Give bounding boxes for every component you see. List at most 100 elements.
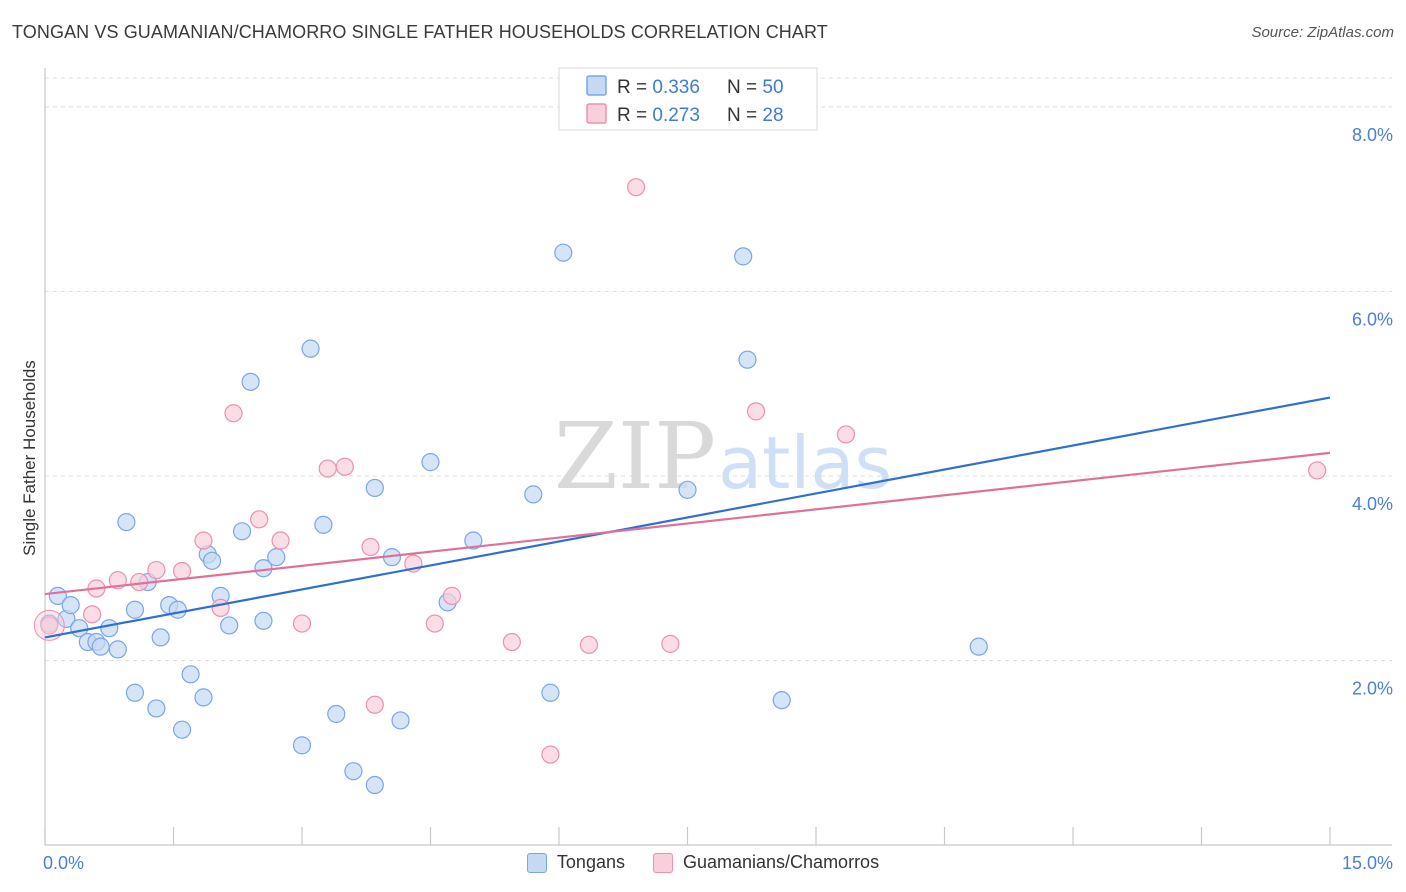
guam-point [271, 531, 290, 550]
tongan-point [181, 665, 200, 684]
tongan-point [202, 551, 222, 570]
guam-point [425, 614, 444, 633]
tongan-point [232, 522, 252, 541]
series-legend: Tongans Guamanians/Chamorros [0, 852, 1406, 873]
origin-cluster-point [33, 609, 65, 641]
tongan-point [125, 683, 145, 702]
tongan-point [734, 247, 753, 266]
y-tick-label: 2.0% [1352, 678, 1393, 698]
guam-point [502, 632, 521, 652]
tongan-point [327, 704, 346, 724]
stats-legend: R = 0.336 N = 50 R = 0.273 N = 28 [558, 67, 818, 131]
tongan-point [314, 515, 333, 534]
guam-point [318, 459, 337, 478]
watermark: ZIP atlas [554, 403, 892, 510]
tongan-point [969, 637, 988, 656]
guam-point [172, 561, 192, 581]
tongan-point [100, 619, 119, 638]
x-tick-label-min: 0.0% [43, 853, 84, 873]
legend-n-value-2: 28 [762, 105, 783, 126]
tongan-point [91, 637, 110, 656]
svg-text:N = 50: N = 50 [727, 77, 784, 98]
tick-labels: 2.0% 4.0% 6.0% 8.0% 0.0% 15.0% [43, 125, 1393, 873]
tongan-point [108, 640, 127, 659]
trend-lines [44, 396, 1331, 639]
legend-swatch-guam [586, 103, 607, 124]
guam-point [250, 510, 269, 529]
legend-r-label-1: R = [617, 77, 652, 98]
tongan-point [147, 699, 166, 718]
x-tick-label-max: 15.0% [1342, 853, 1393, 873]
legend-n-label-1: N = [727, 77, 762, 98]
grid-lines [45, 77, 1392, 661]
guamanians-label: Guamanians/Chamorros [682, 852, 880, 872]
watermark-atlas: atlas [718, 421, 892, 505]
tongan-point [344, 762, 363, 781]
guam-point [361, 537, 380, 557]
legend-r-value-2: 0.273 [652, 105, 700, 126]
tongan-point [421, 453, 440, 472]
y-tick-label: 6.0% [1352, 309, 1393, 329]
tongan-point [254, 611, 273, 630]
guam-point [194, 531, 213, 550]
tongan-trend-line [44, 396, 1331, 639]
chart-title: TONGAN VS GUAMANIAN/CHAMORRO SINGLE FATH… [12, 22, 828, 42]
tongan-point [464, 531, 483, 550]
axes [44, 68, 1392, 846]
guam-point [147, 560, 166, 580]
tongan-point [292, 736, 312, 755]
tongan-point [365, 478, 384, 498]
guam-point [83, 605, 102, 624]
guam-point [292, 614, 312, 633]
guam-point [442, 586, 462, 605]
tongan-point [301, 339, 320, 358]
legend-item-guamanians[interactable]: Guamanians/Chamorros [652, 852, 880, 873]
tongan-point [220, 616, 239, 635]
guam-point [661, 634, 680, 653]
svg-text:N = 28: N = 28 [727, 105, 784, 126]
guam-point [108, 571, 127, 590]
tongan-point [678, 480, 697, 499]
tongan-point [125, 600, 145, 619]
legend-r-label-2: R = [617, 105, 652, 126]
y-tick-label: 8.0% [1352, 125, 1393, 145]
tongan-point [151, 628, 170, 647]
legend-n-value-1: 50 [762, 77, 783, 98]
tongans-swatch [526, 852, 547, 873]
y-tick-label: 4.0% [1352, 494, 1393, 514]
legend-swatch-tongans [586, 75, 607, 96]
tongan-point [194, 688, 213, 707]
legend-r-value-1: 0.336 [652, 77, 700, 98]
guam-point [836, 425, 856, 444]
tongan-point [267, 548, 286, 567]
svg-text:R = 0.273: R = 0.273 [617, 105, 700, 126]
tongan-point [365, 775, 384, 795]
source-credit: Source: ZipAtlas.com [1251, 24, 1394, 41]
guam-point [40, 616, 59, 635]
guam-point [1308, 461, 1327, 480]
guam-point [335, 457, 354, 476]
guam-point [579, 635, 599, 654]
tongan-point [172, 720, 192, 739]
legend-item-tongans[interactable]: Tongans [526, 852, 625, 873]
guam-point [541, 745, 560, 764]
tongan-point [772, 691, 791, 710]
guam-point [211, 598, 230, 617]
guam-point [746, 402, 766, 421]
tongan-point [738, 350, 757, 369]
tongans-label: Tongans [556, 852, 625, 872]
tongan-point [61, 596, 80, 615]
guamanians-swatch [652, 852, 673, 873]
guam-point [626, 178, 646, 197]
svg-text:R = 0.336: R = 0.336 [617, 77, 700, 98]
legend-n-label-2: N = [727, 105, 762, 126]
guam-point [224, 404, 243, 423]
tongan-point [117, 512, 136, 532]
guam-trend-line [44, 451, 1331, 596]
tongan-point [391, 711, 410, 730]
tongan-point [524, 485, 543, 504]
tongan-point [168, 600, 187, 619]
data-points [33, 178, 1327, 795]
guam-point [365, 695, 384, 714]
